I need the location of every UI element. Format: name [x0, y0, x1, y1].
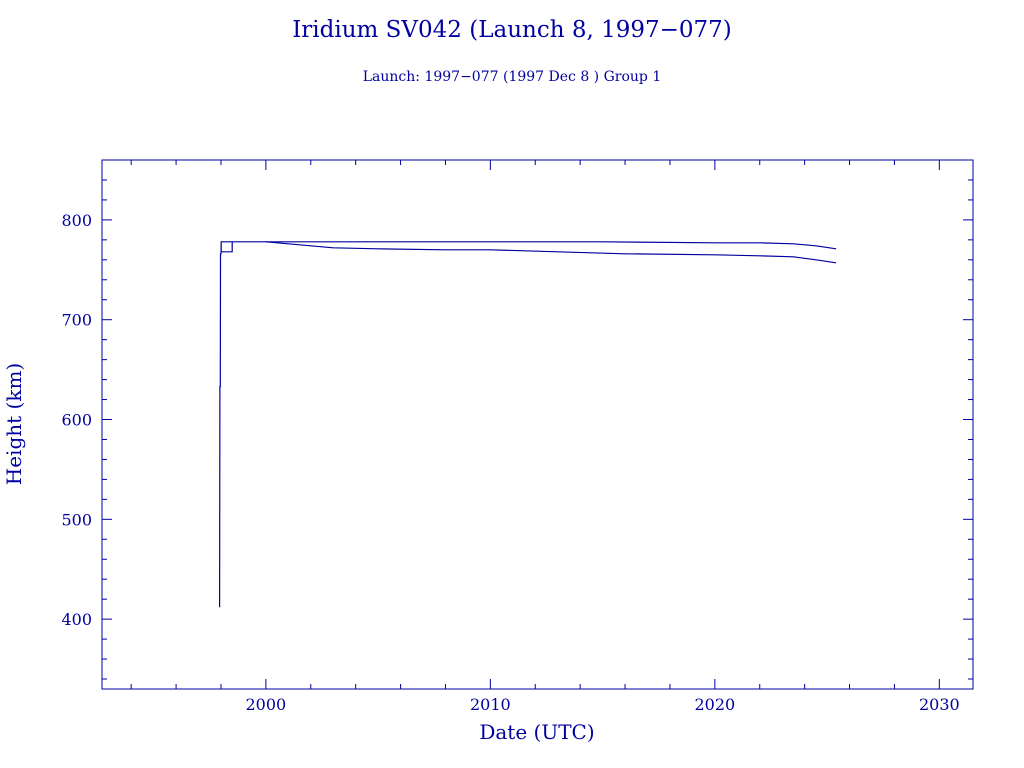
x-axis-label: Date (UTC) [479, 720, 594, 744]
y-tick-label: 800 [61, 211, 92, 230]
series-line-2 [265, 241, 837, 264]
y-tick-label: 500 [61, 510, 92, 529]
x-tick-label: 2010 [470, 695, 511, 714]
x-tick-label: 2020 [694, 695, 735, 714]
x-tick-label: 2000 [246, 695, 287, 714]
plot-frame [101, 159, 974, 690]
y-axis-label: Height (km) [2, 363, 26, 485]
chart-subtitle: Launch: 1997−077 (1997 Dec 8 ) Group 1 [363, 69, 661, 85]
y-tick-label: 400 [61, 610, 92, 629]
series-layer [219, 241, 837, 608]
y-tick-label: 700 [61, 311, 92, 330]
series-line-1 [219, 241, 837, 608]
chart-title: Iridium SV042 (Launch 8, 1997−077) [292, 17, 732, 43]
axis-tick-labels: 2000 2010 2020 2030 400 500 600 700 800 [61, 211, 959, 714]
y-tick-label: 600 [61, 411, 92, 430]
x-tick-label: 2030 [919, 695, 960, 714]
axis-ticks [102, 159, 973, 689]
